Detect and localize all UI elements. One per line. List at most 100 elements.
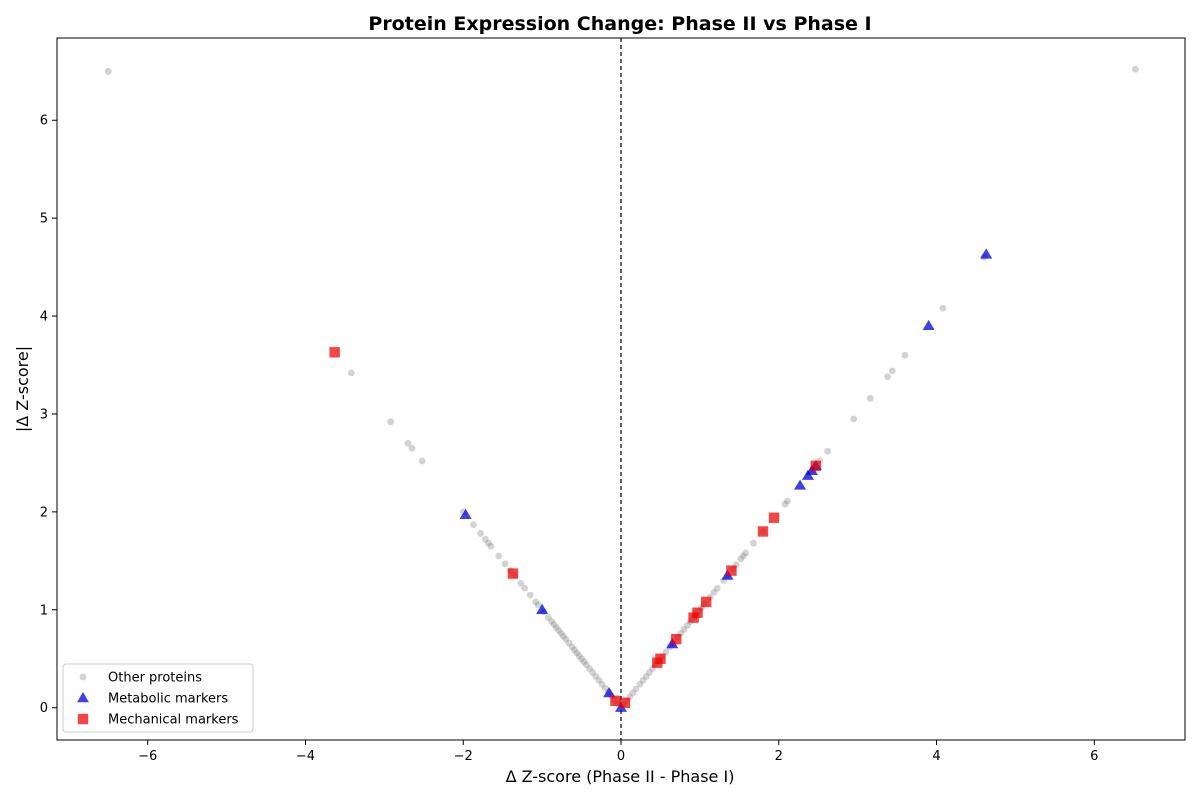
data-point-circle [477,530,484,537]
data-point-circle [850,415,858,423]
data-point-circle [824,447,832,455]
data-point-circle [560,632,567,640]
data-point-square [757,526,769,537]
data-point-circle [582,661,590,669]
data-point-circle [495,552,503,560]
data-point-circle [884,373,892,381]
data-point-circle [642,672,650,680]
data-point-circle [552,624,560,631]
series-square [329,347,822,708]
data-point-circle [347,369,355,377]
data-point-circle [573,649,581,657]
data-point-circle [636,680,644,688]
plot-area [104,38,1139,740]
data-point-circle [632,685,640,693]
data-point-circle [408,444,416,452]
data-point-circle [939,304,947,312]
data-point-circle [595,676,603,684]
y-axis-label: |Δ Z-score| [13,346,32,432]
data-point-circle [387,418,395,426]
y-tick-label: 1 [40,603,48,618]
legend: Other proteins Metabolic markers Mechanica… [62,663,254,733]
data-point-circle [739,552,747,560]
data-point-circle [548,618,555,625]
y-tick-label: 2 [40,505,48,520]
x-axis: −6 −4 −2 0 2 4 6 [138,740,1098,764]
data-point-circle [592,672,600,680]
data-point-circle [713,584,721,592]
legend-box [62,663,254,733]
x-tick-label: −6 [138,749,157,764]
data-point-circle [557,629,565,637]
data-point-circle [562,635,570,643]
data-point-circle [470,521,477,529]
data-point-circle [487,542,495,550]
legend-marker-square [77,713,89,725]
x-tick-label: 6 [1090,749,1098,764]
data-point-circle [104,67,112,75]
y-tick-label: 4 [40,310,48,325]
data-point-circle [481,535,489,543]
data-point-circle [680,625,688,633]
x-tick-label: −2 [454,749,473,764]
data-point-circle [526,591,534,599]
data-point-square [655,653,666,664]
data-point-circle [742,549,750,557]
data-point-circle [683,622,691,629]
data-point-circle [545,614,552,622]
data-point-circle [601,684,609,692]
data-point-triangle [459,508,472,520]
y-tick-label: 5 [40,212,48,227]
data-point-circle [784,497,791,505]
data-point-square [671,633,682,645]
y-tick-label: 3 [40,407,48,422]
data-point-circle [534,601,542,609]
data-point-circle [586,665,593,672]
data-point-circle [1131,65,1139,73]
chart-title: Protein Expression Change: Phase II vs P… [368,13,871,35]
data-point-square [700,596,712,608]
data-point-triangle [603,687,616,698]
data-point-circle [901,351,909,359]
data-point-circle [598,680,606,688]
data-point-circle [710,588,718,596]
data-point-circle [639,676,647,684]
data-point-square [507,568,519,579]
y-axis: 0 1 2 3 4 5 6 [40,114,57,716]
data-point-circle [555,626,563,634]
data-point-circle [575,652,583,660]
data-point-circle [750,539,757,547]
x-axis-label: Δ Z-score (Phase II - Phase I) [506,767,735,786]
data-point-circle [571,646,578,654]
data-point-circle [404,439,412,447]
data-point-triangle [794,479,807,490]
data-point-square [768,512,780,523]
data-point-circle [550,621,558,628]
data-point-square [619,697,631,708]
data-point-square [810,460,822,472]
legend-marker-triangle [77,692,89,703]
legend-label: Other proteins [108,671,202,686]
data-point-circle [568,643,576,651]
y-tick-label: 0 [40,701,48,716]
data-point-circle [645,669,653,676]
data-point-triangle [536,603,549,614]
data-point-circle [501,560,509,568]
x-tick-label: 4 [932,749,940,764]
y-tick-label: 6 [40,114,48,129]
data-point-circle [565,639,573,647]
legend-label: Metabolic markers [108,692,228,707]
data-point-circle [485,539,492,547]
data-point-circle [517,579,525,587]
data-point-circle [888,367,896,375]
data-point-circle [737,555,745,563]
x-tick-label: −4 [296,749,315,764]
data-point-circle [589,669,597,676]
data-point-square [692,607,703,618]
data-point-circle [578,655,585,663]
x-tick-label: 2 [775,749,783,764]
data-point-circle [580,658,588,666]
data-point-square [726,565,737,576]
data-point-circle [781,500,789,508]
data-point-triangle [980,248,993,259]
